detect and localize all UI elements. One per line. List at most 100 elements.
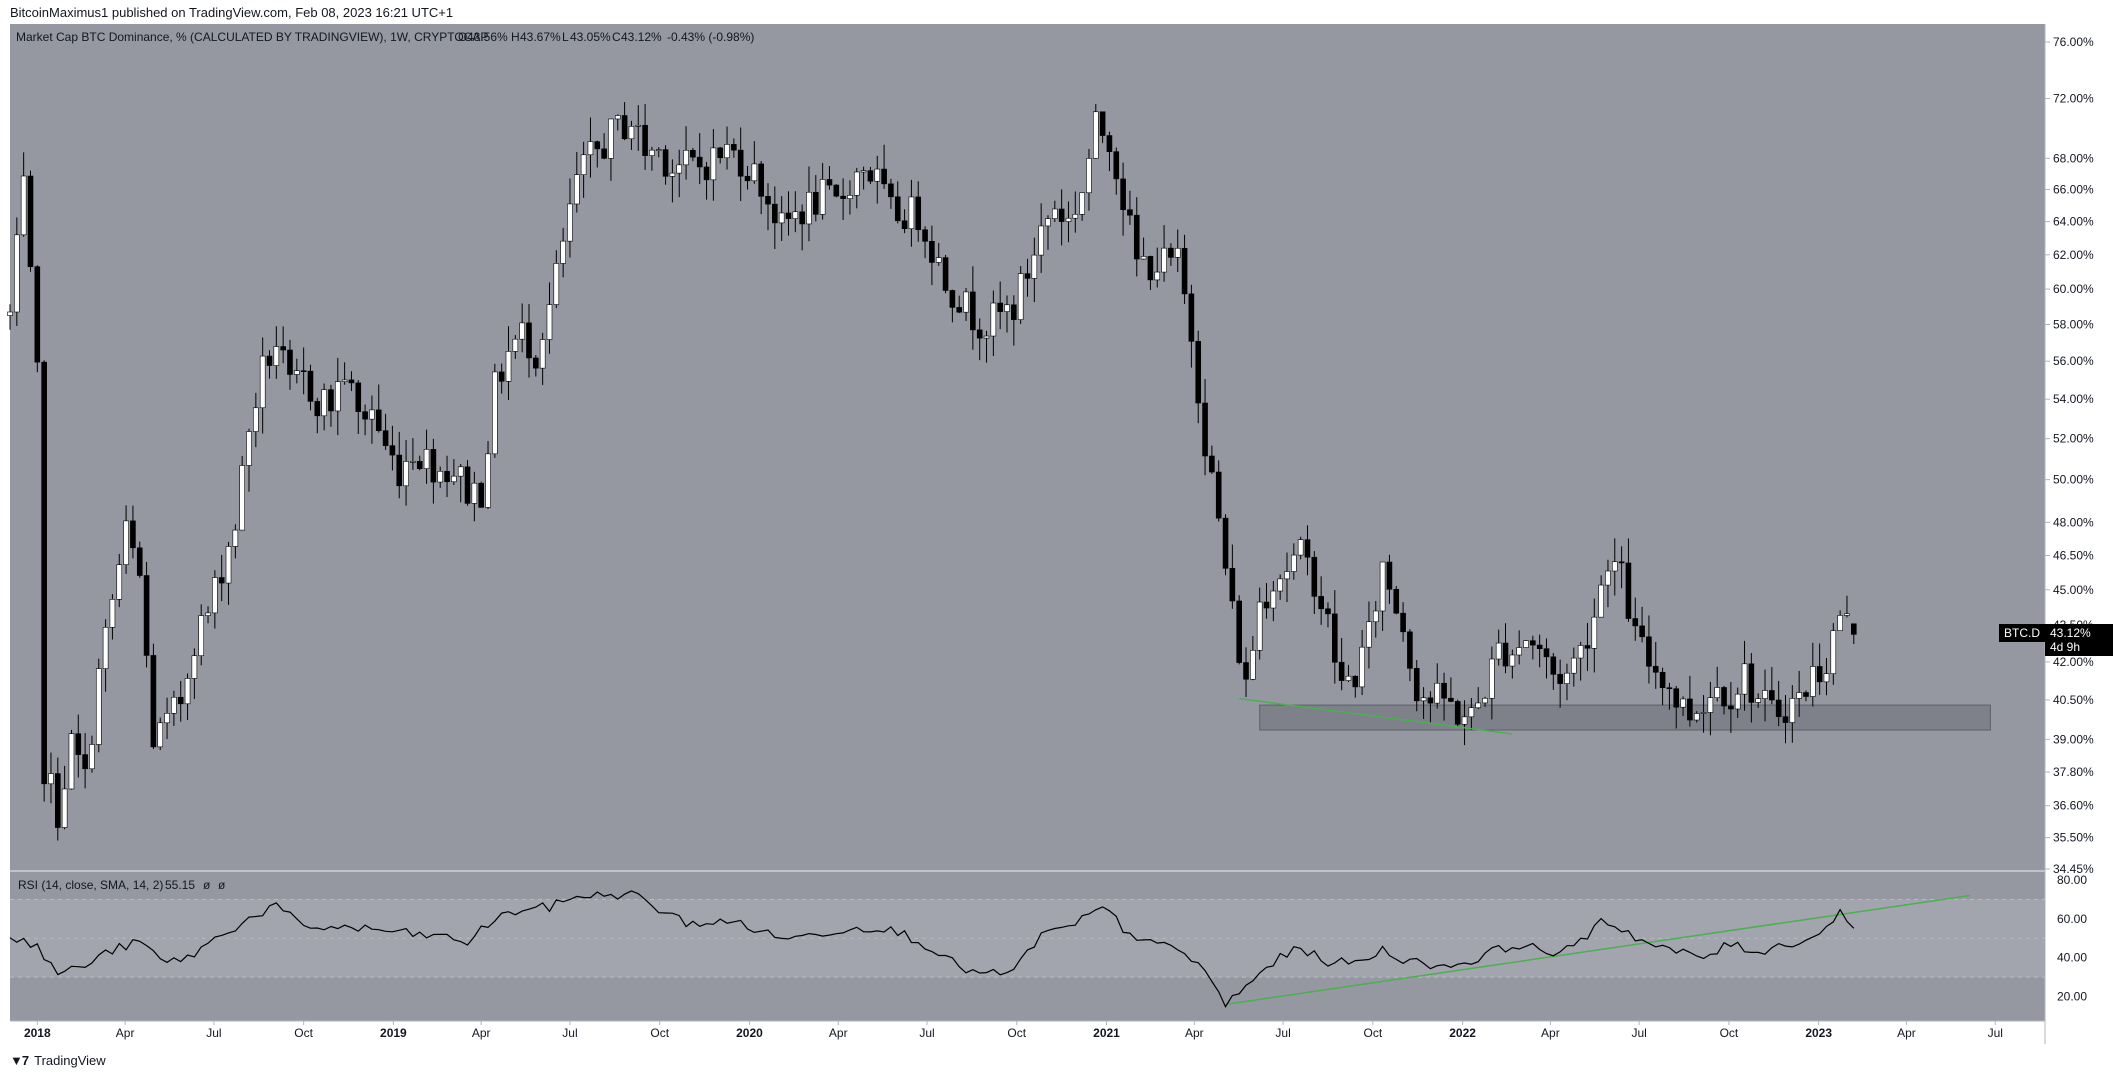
- candle-body: [1495, 642, 1502, 660]
- candle-body: [1011, 304, 1017, 320]
- candle-body: [1400, 612, 1406, 633]
- price-tick-label: 36.60%: [2053, 799, 2094, 813]
- candle-body: [1666, 687, 1673, 690]
- candle-body: [970, 291, 976, 331]
- time-tick-label: Jul: [919, 1026, 934, 1040]
- candle: [614, 114, 621, 131]
- candle: [772, 186, 778, 249]
- price-axis-background[interactable]: [2045, 24, 2113, 1044]
- candle-body: [539, 339, 546, 369]
- rsi-trendline[interactable]: [1225, 894, 1970, 1006]
- candle-body: [922, 229, 928, 242]
- candle: [1338, 638, 1345, 691]
- candle-body: [881, 168, 887, 185]
- candle-body: [61, 788, 68, 828]
- candle-body: [294, 370, 300, 375]
- candle-body: [218, 577, 225, 584]
- candle: [1837, 610, 1843, 631]
- candle: [1004, 295, 1010, 333]
- tradingview-brand[interactable]: ▼7 TradingView: [10, 1053, 106, 1068]
- price-trendline[interactable]: [1239, 697, 1513, 735]
- candle: [1092, 103, 1099, 159]
- candle: [1413, 660, 1420, 712]
- candle-body: [95, 668, 102, 745]
- candle: [396, 431, 403, 499]
- candle: [1571, 647, 1577, 687]
- candle: [703, 161, 710, 200]
- candle-body: [690, 149, 696, 158]
- time-axis-background[interactable]: [0, 1021, 2045, 1044]
- candle: [1174, 229, 1181, 273]
- candle-body: [41, 361, 47, 785]
- legend-close-label: C: [612, 30, 621, 44]
- candle-body: [505, 351, 512, 382]
- candle: [1543, 638, 1550, 679]
- rsi-axis[interactable]: 80.00 60.00 40.00 20.00: [2057, 873, 2087, 1004]
- candle-body: [48, 773, 54, 785]
- candle-body: [683, 149, 689, 166]
- candle: [1154, 247, 1161, 288]
- candle: [1523, 640, 1529, 648]
- price-tick-label: 54.00%: [2053, 392, 2094, 406]
- candle: [1707, 681, 1714, 736]
- price-axis[interactable]: 76.00% 72.00% 68.00% 66.00% 64.00% 62.00% 60.0…: [2045, 35, 2094, 876]
- candle: [519, 303, 525, 353]
- candle-body: [1714, 687, 1721, 699]
- candle-body: [1045, 218, 1051, 227]
- candle-body: [1577, 645, 1584, 659]
- chart-area[interactable]: 76.00% 72.00% 68.00% 66.00% 64.00% 62.00% 60.0…: [0, 24, 2113, 1044]
- candle-body: [860, 170, 867, 173]
- candle: [676, 149, 683, 198]
- legend-ohlc: O 43.56% H 43.67% L 43.05% C 43.12% -0.4…: [458, 30, 754, 44]
- current-price-tag[interactable]: BTC.D 43.12% 4d 9h: [1999, 624, 2113, 656]
- legend-high: 43.67%: [520, 30, 561, 44]
- candle: [744, 165, 751, 190]
- candle: [1017, 266, 1024, 324]
- candle-body: [1393, 589, 1400, 614]
- candle: [1516, 630, 1522, 665]
- candle-body: [1755, 698, 1761, 703]
- candle-body: [1796, 692, 1802, 699]
- price-pane-background[interactable]: [10, 24, 2045, 870]
- candle: [1769, 667, 1775, 705]
- candle: [1728, 682, 1734, 733]
- candle-body: [1782, 716, 1789, 723]
- time-tick-label: 2023: [1805, 1026, 1832, 1040]
- candle-body: [894, 196, 901, 222]
- candle: [198, 604, 205, 666]
- candle: [130, 505, 136, 559]
- time-tick-label: Oct: [650, 1026, 669, 1040]
- candle: [1277, 574, 1283, 600]
- candle: [239, 456, 245, 531]
- candle-body: [1434, 682, 1441, 704]
- price-tick-label: 35.50%: [2053, 831, 2094, 845]
- candle-body: [1734, 693, 1741, 710]
- candle: [403, 440, 409, 506]
- candle-body: [696, 156, 703, 168]
- candle: [294, 358, 300, 384]
- rsi-line: [9, 890, 1855, 1008]
- price-tag-countdown: 4d 9h: [2050, 640, 2080, 654]
- candle-body: [744, 175, 751, 182]
- support-zone[interactable]: [1259, 704, 1991, 731]
- candle: [1215, 460, 1222, 522]
- candle: [218, 554, 225, 602]
- candle: [1229, 544, 1236, 609]
- candle: [1605, 559, 1611, 608]
- candle: [867, 166, 874, 185]
- candle: [423, 429, 430, 484]
- candle: [1147, 255, 1154, 291]
- candle: [75, 714, 82, 778]
- candle-body: [485, 453, 491, 508]
- candle: [970, 266, 976, 350]
- candle-body: [1816, 666, 1823, 683]
- candle: [1748, 653, 1755, 723]
- pane-divider[interactable]: [10, 870, 2045, 872]
- candle-body: [1168, 247, 1174, 258]
- candle: [321, 383, 327, 431]
- time-axis[interactable]: 2018 Apr Jul Oct 2019 Apr Jul Oct 2020 Apr Jul Oct 2…: [24, 1021, 2003, 1040]
- candle: [1031, 237, 1038, 303]
- candle-body: [1646, 636, 1652, 667]
- candle: [1297, 536, 1304, 560]
- candle-body: [983, 335, 990, 339]
